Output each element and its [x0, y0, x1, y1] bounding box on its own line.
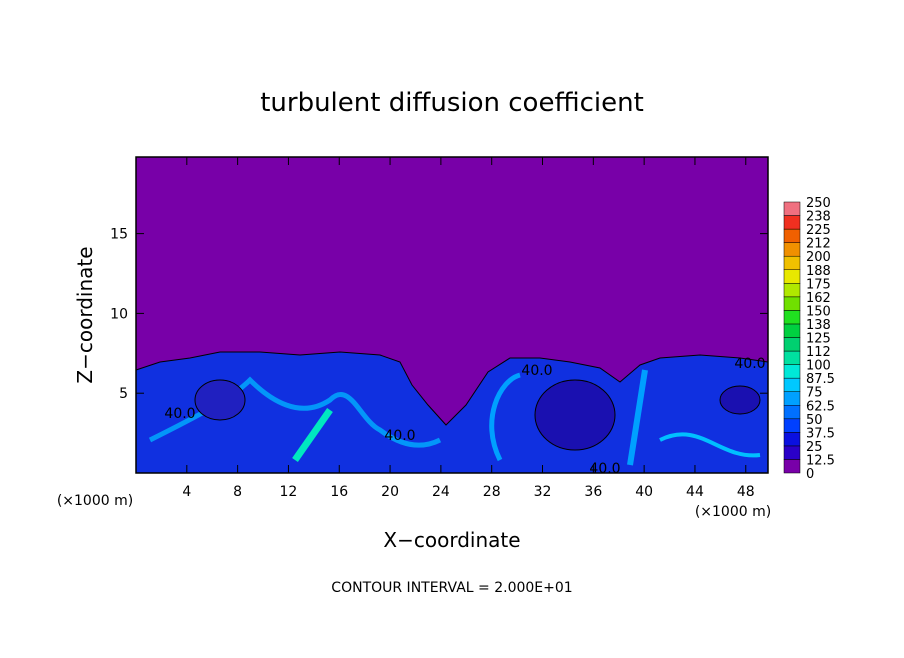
x-tick-label: 40 — [635, 484, 653, 500]
field-streak — [292, 407, 333, 463]
colorbar-box — [783, 310, 801, 325]
field-blob — [534, 379, 616, 451]
y-tick-label: 15 — [110, 227, 128, 243]
x-tick-label: 36 — [584, 484, 602, 500]
colorbar-label: 188 — [806, 264, 831, 279]
y-tick-label: 5 — [119, 386, 128, 402]
colorbar-label: 212 — [806, 237, 831, 252]
colorbar-label: 250 — [806, 196, 831, 211]
colorbar-box — [783, 228, 801, 243]
colorbar-label: 75 — [806, 386, 823, 401]
x-tick-label: 16 — [330, 484, 348, 500]
chart-title: turbulent diffusion coefficient — [260, 88, 644, 118]
field-blob — [194, 379, 246, 421]
colorbar-box — [783, 377, 801, 392]
colorbar-box — [783, 255, 801, 271]
colorbar-box — [783, 269, 801, 284]
plot-frame — [135, 156, 769, 474]
colorbar-box — [783, 405, 801, 420]
contour-label: 40.0 — [734, 356, 765, 372]
x-tick-label: 20 — [381, 484, 399, 500]
footer-note: CONTOUR INTERVAL = 2.000E+01 — [331, 580, 572, 596]
colorbar-box — [783, 283, 801, 298]
turbulent-layer — [135, 351, 769, 474]
plot-area — [135, 156, 769, 474]
colorbar-label: 225 — [806, 223, 831, 238]
contour-label: 40.0 — [589, 461, 620, 477]
colorbar-box — [783, 350, 801, 365]
x-tick-label: 12 — [280, 484, 298, 500]
colorbar-box — [783, 242, 801, 257]
colorbar-label: 125 — [806, 332, 831, 347]
x-tick-label: 8 — [233, 484, 242, 500]
colorbar-box — [783, 364, 801, 379]
x-tick-label: 32 — [534, 484, 552, 500]
x-tick-label: 48 — [737, 484, 755, 500]
colorbar-box — [783, 432, 801, 447]
x-tick-label: 24 — [432, 484, 450, 500]
colorbar-box — [783, 201, 801, 216]
x-tick-label: 44 — [686, 484, 704, 500]
colorbar-label: 138 — [806, 318, 831, 333]
colorbar-label: 238 — [806, 210, 831, 225]
colorbar-label: 175 — [806, 277, 831, 292]
contour-label: 40.0 — [164, 406, 195, 422]
x-axis-title: X−coordinate — [383, 528, 520, 552]
colorbar-label: 200 — [806, 250, 831, 265]
colorbar-label: 62.5 — [806, 399, 835, 414]
y-axis-title: Z−coordinate — [73, 246, 97, 383]
contour-label: 40.0 — [521, 363, 552, 379]
field-streak — [489, 372, 521, 462]
contour-label: 40.0 — [384, 428, 415, 444]
colorbar-box — [783, 323, 801, 338]
colorbar-label: 100 — [806, 359, 831, 374]
field-streak — [627, 369, 648, 466]
colorbar-box — [783, 459, 801, 474]
colorbar-box — [783, 337, 801, 352]
field-streak — [659, 432, 761, 458]
colorbar-box — [783, 215, 801, 230]
colorbar-label: 162 — [806, 291, 831, 306]
colorbar-box — [783, 391, 801, 406]
field-blob — [719, 385, 761, 415]
colorbar-label: 37.5 — [806, 426, 835, 441]
x-unit-label: (×1000 m) — [695, 504, 771, 520]
colorbar-box — [783, 445, 801, 460]
colorbar-label: 87.5 — [806, 372, 835, 387]
x-unit-label: (×1000 m) — [57, 493, 133, 509]
colorbar-label: 25 — [806, 440, 823, 455]
colorbar-label: 50 — [806, 413, 823, 428]
y-tick-label: 10 — [110, 306, 128, 322]
colorbar-box — [783, 418, 801, 433]
x-tick-label: 28 — [483, 484, 501, 500]
colorbar-box — [783, 296, 801, 311]
colorbar-label: 12.5 — [806, 453, 835, 468]
colorbar-label: 112 — [806, 345, 831, 360]
colorbar-label: 150 — [806, 304, 831, 319]
colorbar-label: 0 — [806, 467, 814, 482]
x-tick-label: 4 — [182, 484, 191, 500]
